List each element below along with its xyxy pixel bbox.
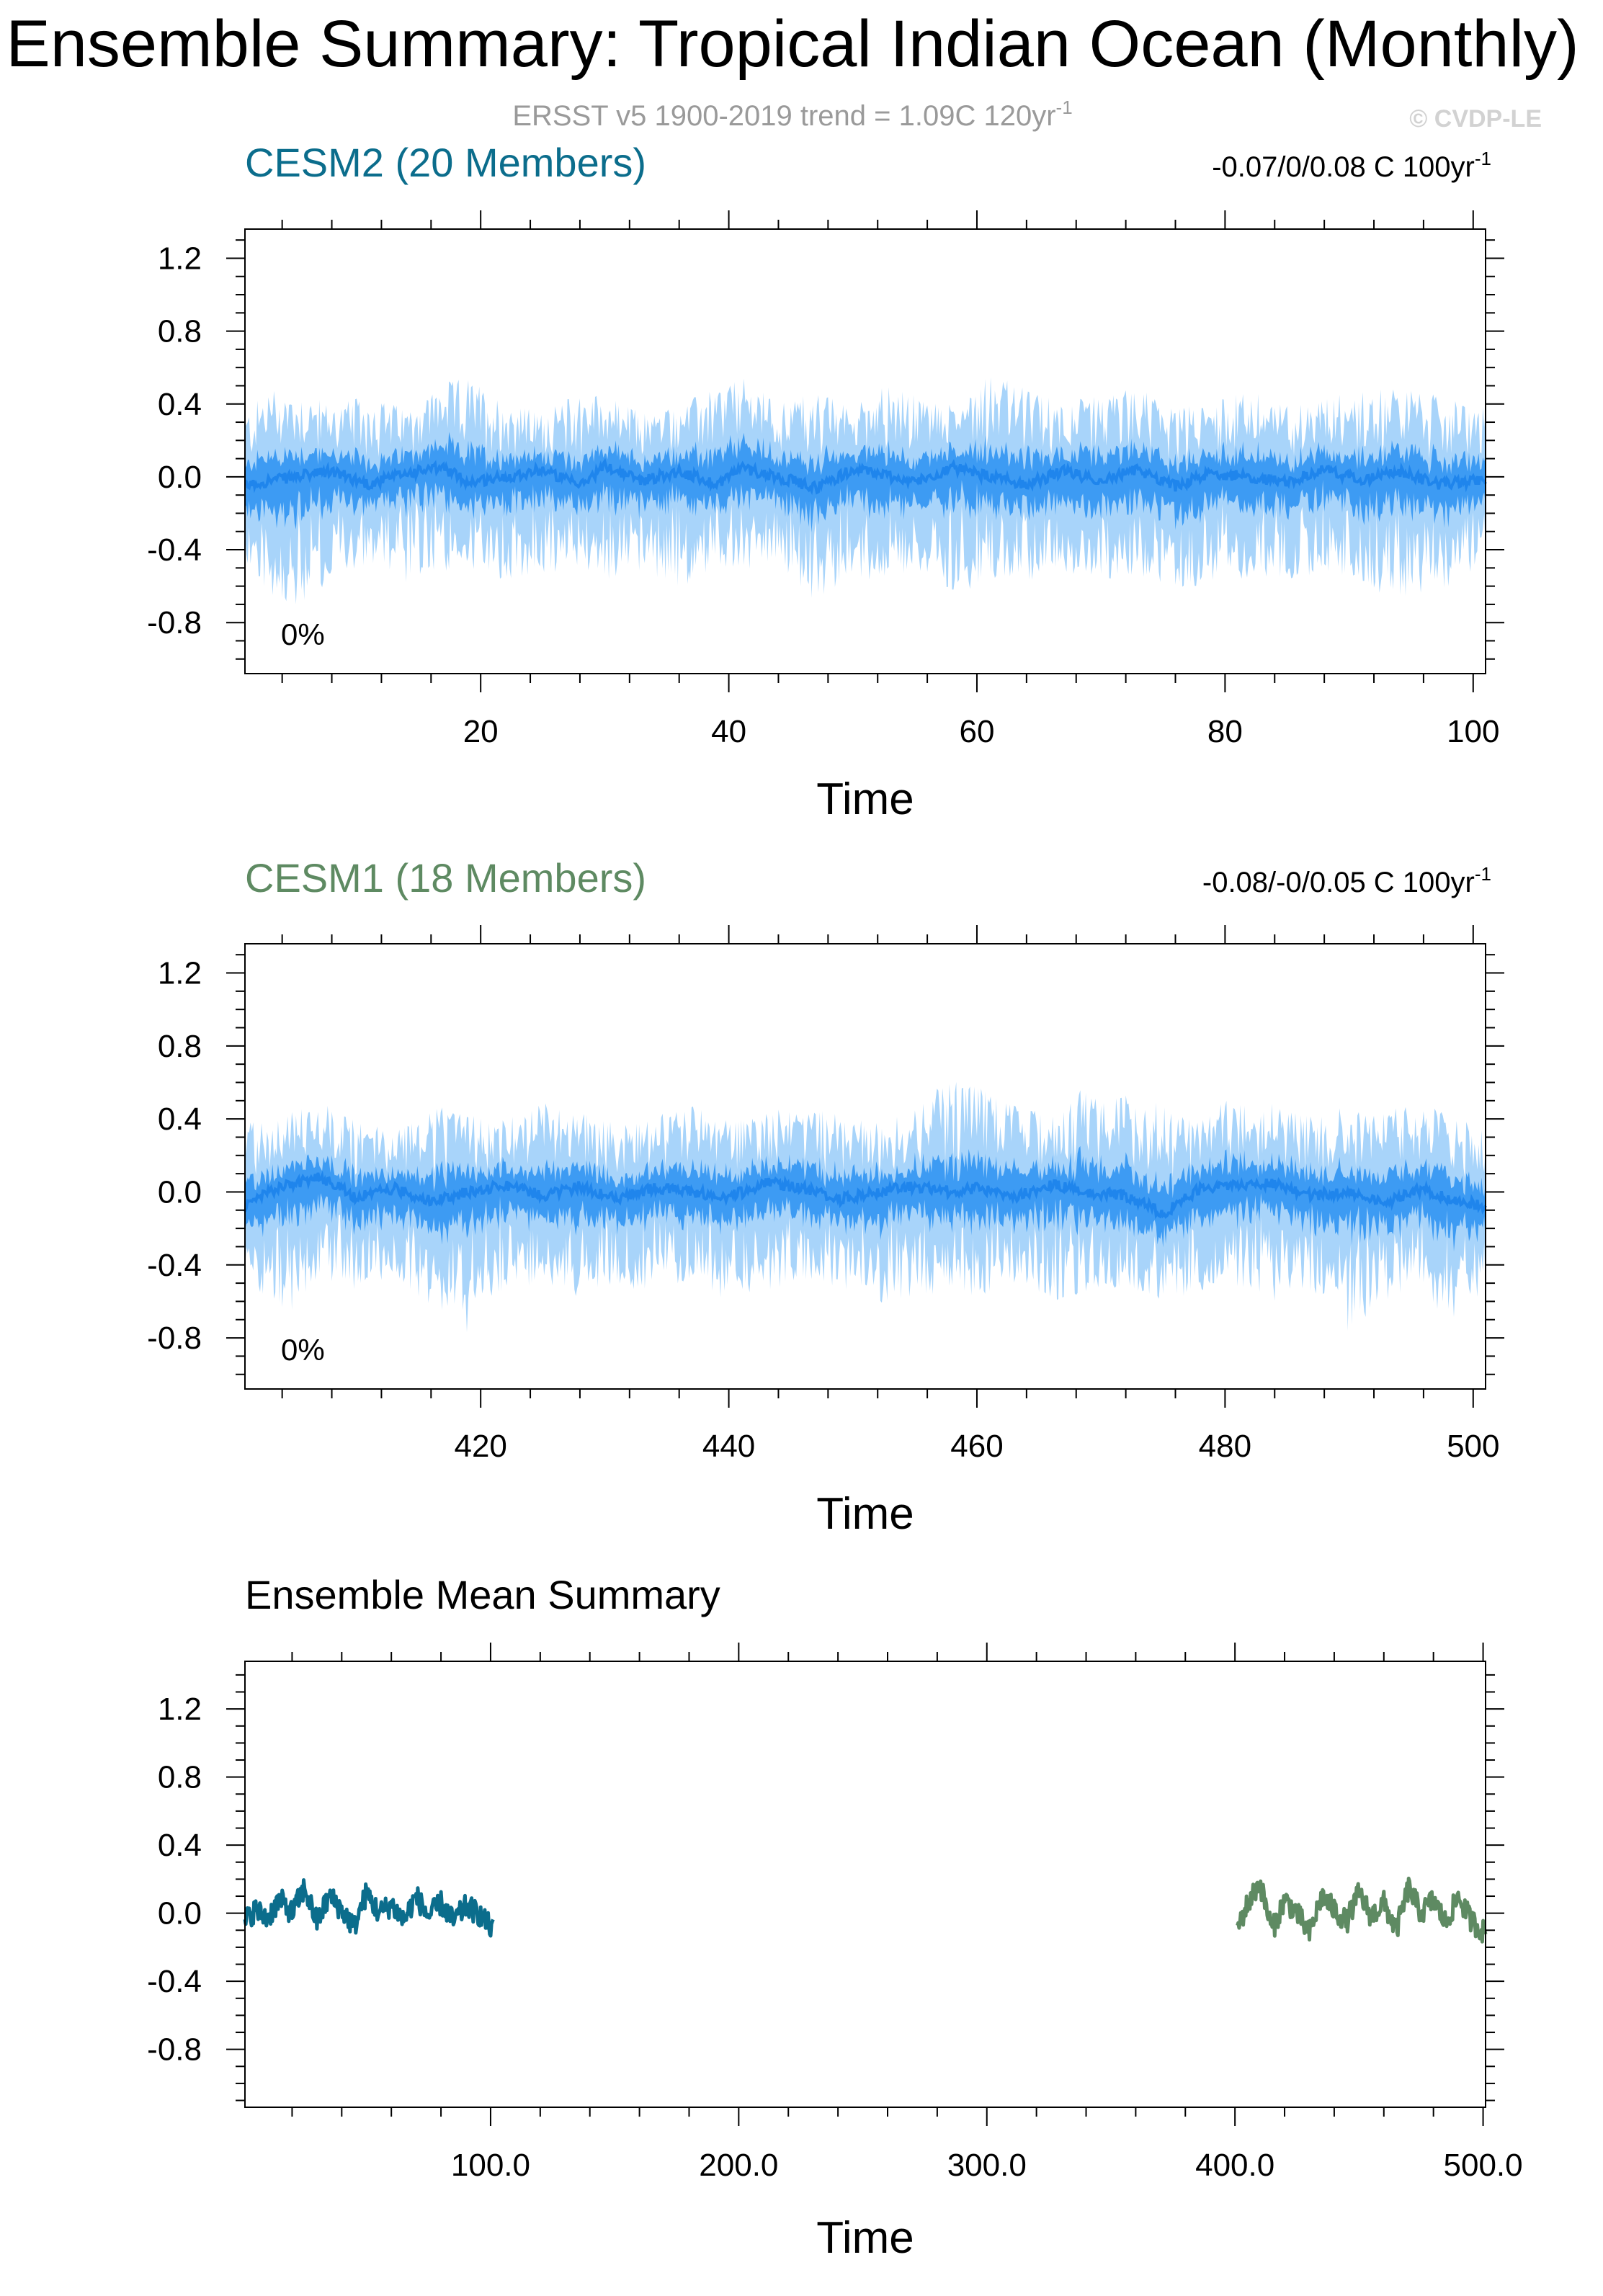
y-tick-label: 0.0 bbox=[158, 1896, 202, 1931]
y-tick-label: -0.4 bbox=[147, 1248, 202, 1283]
y-tick-label: -0.8 bbox=[147, 1321, 202, 1356]
y-tick-label: 1.2 bbox=[158, 241, 202, 276]
chart-panel-2: CESM1 (18 Members) -0.08/-0/0.05 C 100yr-… bbox=[147, 855, 1504, 1539]
data-layer bbox=[243, 1876, 1488, 1944]
x-tick-label: 440 bbox=[702, 1429, 755, 1464]
x-tick-label: 200.0 bbox=[699, 2148, 778, 2183]
trend-text: -0.07/0/0.08 C 100yr bbox=[1212, 151, 1475, 183]
panel-title: Ensemble Mean Summary bbox=[245, 1572, 720, 1617]
data-layer bbox=[244, 1081, 1487, 1333]
trend-text: -0.08/-0/0.05 C 100yr bbox=[1202, 867, 1475, 898]
x-tick-label: 60 bbox=[960, 714, 995, 749]
trend-superscript: -1 bbox=[1475, 148, 1491, 169]
y-tick-label: 1.2 bbox=[158, 956, 202, 991]
series-ensemble-mean bbox=[244, 457, 1487, 496]
x-tick-label: 300.0 bbox=[947, 2148, 1027, 2183]
figure-subtitle: ERSST v5 1900-2019 trend = 1.09C 120yr-1 bbox=[512, 97, 1072, 132]
x-axis-title: Time bbox=[816, 1489, 914, 1539]
panels: CESM2 (20 Members) -0.07/0/0.08 C 100yr-1… bbox=[147, 140, 1522, 2263]
panel-title: CESM2 (20 Members) bbox=[245, 140, 646, 185]
chart-panel-3: Ensemble Mean Summary 1.2 0.8 0.4 0.0 -0.4 -0.… bbox=[147, 1572, 1522, 2263]
y-tick-label: -0.4 bbox=[147, 1964, 202, 1999]
plot-area bbox=[245, 1661, 1486, 2107]
panel-trend-label: -0.08/-0/0.05 C 100yr-1 bbox=[1202, 863, 1491, 898]
credit-watermark: © CVDP-LE bbox=[1409, 105, 1542, 133]
y-tick-label: 0.4 bbox=[158, 1828, 202, 1863]
x-tick-label: 100.0 bbox=[451, 2148, 530, 2183]
plot-frame bbox=[244, 1661, 1486, 2108]
x-axis-title: Time bbox=[816, 2213, 914, 2263]
x-axis: 20 40 60 80 100 Time bbox=[281, 210, 1499, 824]
x-tick-label: 100 bbox=[1447, 714, 1499, 749]
trend-superscript: -1 bbox=[1475, 863, 1491, 885]
y-tick-label: 0.0 bbox=[158, 460, 202, 495]
y-tick-label: 0.4 bbox=[158, 387, 202, 422]
subtitle-superscript: -1 bbox=[1056, 97, 1073, 118]
y-axis: 1.2 0.8 0.4 0.0 -0.4 -0.8 bbox=[147, 239, 1504, 660]
x-tick-label: 460 bbox=[950, 1429, 1003, 1464]
x-tick-label: 420 bbox=[454, 1429, 506, 1464]
percent-label: 0% bbox=[281, 617, 325, 651]
series-spread-inner bbox=[245, 432, 1486, 533]
panel-title: CESM1 (18 Members) bbox=[245, 855, 646, 901]
y-tick-label: -0.4 bbox=[147, 532, 202, 568]
y-axis: 1.2 0.8 0.4 0.0 -0.4 -0.8 bbox=[147, 1674, 1504, 2101]
x-tick-label: 40 bbox=[711, 714, 746, 749]
x-axis-title: Time bbox=[816, 774, 914, 824]
data-layer bbox=[244, 377, 1487, 604]
panel-trend-label: -0.07/0/0.08 C 100yr-1 bbox=[1212, 148, 1491, 183]
x-tick-label: 480 bbox=[1199, 1429, 1251, 1464]
x-tick-label: 400.0 bbox=[1195, 2148, 1274, 2183]
y-tick-label: -0.8 bbox=[147, 2032, 202, 2068]
x-tick-label: 80 bbox=[1207, 714, 1243, 749]
series-ensemble-mean bbox=[244, 1170, 1487, 1220]
y-tick-label: 1.2 bbox=[158, 1692, 202, 1727]
x-tick-label: 500.0 bbox=[1444, 2148, 1523, 2183]
y-tick-label: 0.8 bbox=[158, 1760, 202, 1795]
x-tick-label: 20 bbox=[463, 714, 499, 749]
x-axis: 420 440 460 480 500 Time bbox=[281, 925, 1499, 1539]
series-line-cesm1 bbox=[1236, 1876, 1488, 1944]
figure-title: Ensemble Summary: Tropical Indian Ocean … bbox=[6, 7, 1579, 81]
y-tick-label: 0.0 bbox=[158, 1174, 202, 1210]
percent-label: 0% bbox=[281, 1333, 325, 1367]
y-axis: 1.2 0.8 0.4 0.0 -0.4 -0.8 bbox=[147, 954, 1504, 1375]
subtitle-text: ERSST v5 1900-2019 trend = 1.09C 120yr bbox=[512, 100, 1055, 132]
plot-frame bbox=[244, 943, 1486, 1390]
plot-frame bbox=[244, 228, 1486, 674]
x-tick-label: 500 bbox=[1447, 1429, 1499, 1464]
y-tick-label: -0.8 bbox=[147, 605, 202, 640]
series-line-cesm2 bbox=[243, 1878, 495, 1938]
y-tick-label: 0.4 bbox=[158, 1102, 202, 1137]
chart-panel-1: CESM2 (20 Members) -0.07/0/0.08 C 100yr-1… bbox=[147, 140, 1504, 824]
y-tick-label: 0.8 bbox=[158, 1029, 202, 1064]
y-tick-label: 0.8 bbox=[158, 314, 202, 349]
x-axis: 100.0 200.0 300.0 400.0 500.0 Time bbox=[291, 1643, 1523, 2263]
